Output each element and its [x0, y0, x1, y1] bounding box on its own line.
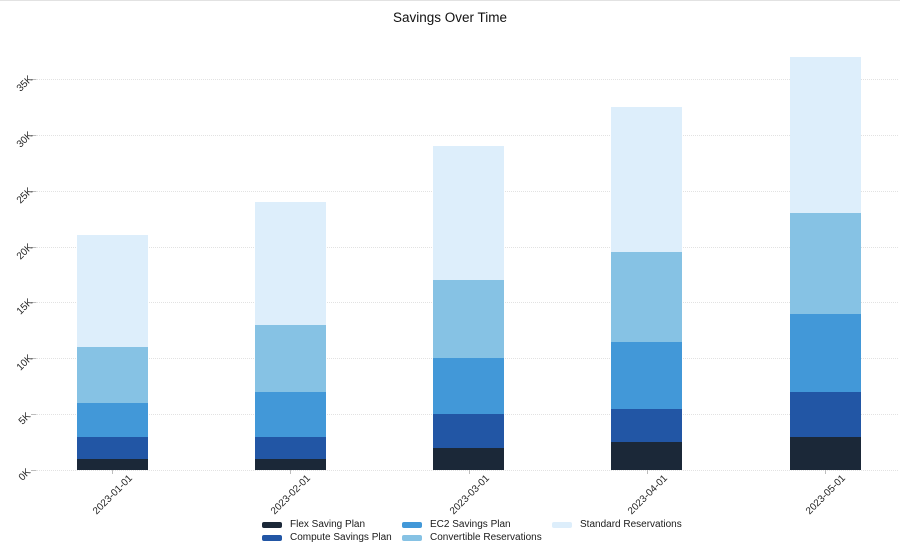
x-tick-mark: [825, 470, 826, 474]
legend-swatch-icon: [402, 521, 422, 528]
y-tick-label: 20K: [14, 241, 36, 262]
x-tick-mark: [290, 470, 292, 474]
y-tick-mark: [31, 134, 36, 136]
stacked-bar-2023-03-01: [433, 146, 504, 470]
bar-segment-ec2-savings-plan: [254, 391, 326, 437]
y-tick-mark: [31, 414, 36, 416]
y-tick-label: 30K: [14, 129, 36, 151]
legend-item-ec2-savings-plan: EC2 Savings Plan: [402, 518, 511, 531]
x-tick-label: 2023-05-01: [804, 473, 848, 517]
gridline-35K: [36, 79, 898, 81]
bar-segment-flex-saving-plan: [433, 447, 504, 470]
bar-segment-compute-savings-plan: [433, 414, 504, 448]
x-tick-mark: [112, 470, 113, 474]
bar-segment-standard-reservations: [76, 235, 148, 348]
bar-segment-compute-savings-plan: [611, 408, 683, 443]
bar-segment-convertible-reservations: [254, 324, 326, 392]
y-tick-mark: [31, 302, 36, 304]
bar-segment-compute-savings-plan: [76, 436, 148, 459]
bar-segment-ec2-savings-plan: [433, 358, 504, 415]
bar-segment-convertible-reservations: [789, 213, 861, 314]
gridline-30K: [36, 134, 898, 136]
legend-item-convertible-reservations: Convertible Reservations: [402, 531, 542, 544]
bar-segment-convertible-reservations: [76, 347, 148, 404]
bar-segment-compute-savings-plan: [254, 436, 326, 459]
bar-segment-standard-reservations: [254, 201, 326, 325]
plot-area: 0K 5K 10K 15K 20K 25K 30K 35K 2023-01-01 2023-02-…: [15, 41, 898, 517]
stacked-bar-2023-01-01: [76, 235, 148, 470]
bar-segment-standard-reservations: [433, 146, 504, 281]
bar-segment-compute-savings-plan: [789, 391, 861, 437]
legend-label: Flex Saving Plan: [290, 519, 366, 530]
legend-label: Convertible Reservations: [430, 532, 542, 543]
bar-segment-standard-reservations: [611, 107, 683, 253]
chart-title: Savings Over Time: [392, 10, 508, 25]
gridline-0K: [36, 470, 898, 471]
y-tick-mark: [31, 190, 36, 192]
x-tick-label: 2023-01-01: [91, 473, 135, 517]
stacked-bar-2023-04-01: [611, 107, 683, 470]
bar-segment-convertible-reservations: [433, 280, 504, 359]
x-tick-mark: [468, 470, 470, 474]
y-tick-mark: [31, 470, 36, 471]
x-tick-label: 2023-03-01: [447, 473, 492, 517]
legend-swatch-icon: [262, 534, 282, 541]
legend-item-flex-saving-plan: Flex Saving Plan: [262, 518, 365, 531]
stacked-bar-2023-02-01: [254, 201, 326, 470]
y-tick-label: 15K: [14, 297, 36, 318]
legend-item-compute-savings-plan: Compute Savings Plan: [262, 531, 392, 544]
legend-label: Standard Reservations: [580, 519, 682, 530]
x-tick-mark: [646, 470, 648, 474]
bar-segment-convertible-reservations: [611, 252, 683, 342]
legend-label: Compute Savings Plan: [290, 532, 392, 543]
bar-segment-ec2-savings-plan: [611, 341, 683, 409]
y-tick-mark: [31, 79, 36, 81]
bar-segment-flex-saving-plan: [611, 442, 683, 470]
bar-segment-ec2-savings-plan: [76, 403, 148, 437]
x-tick-label: 2023-04-01: [625, 473, 670, 517]
y-tick-label: 25K: [14, 185, 36, 206]
y-tick-mark: [31, 246, 36, 248]
bar-segment-ec2-savings-plan: [789, 313, 861, 392]
bar-segment-flex-saving-plan: [789, 436, 861, 470]
legend-swatch-icon: [262, 521, 282, 528]
stacked-bar-2023-05-01: [789, 56, 861, 470]
legend-swatch-icon: [402, 534, 422, 541]
legend-item-standard-reservations: Standard Reservations: [552, 518, 682, 531]
bar-segment-flex-saving-plan: [254, 458, 326, 470]
legend-label: EC2 Savings Plan: [430, 519, 511, 530]
y-tick-mark: [31, 358, 36, 360]
bar-segment-flex-saving-plan: [76, 458, 148, 470]
x-tick-label: 2023-02-01: [269, 473, 314, 517]
bar-segment-standard-reservations: [789, 56, 861, 214]
legend-swatch-icon: [552, 521, 572, 528]
y-tick-label: 35K: [14, 73, 36, 95]
y-tick-label: 10K: [14, 353, 36, 374]
